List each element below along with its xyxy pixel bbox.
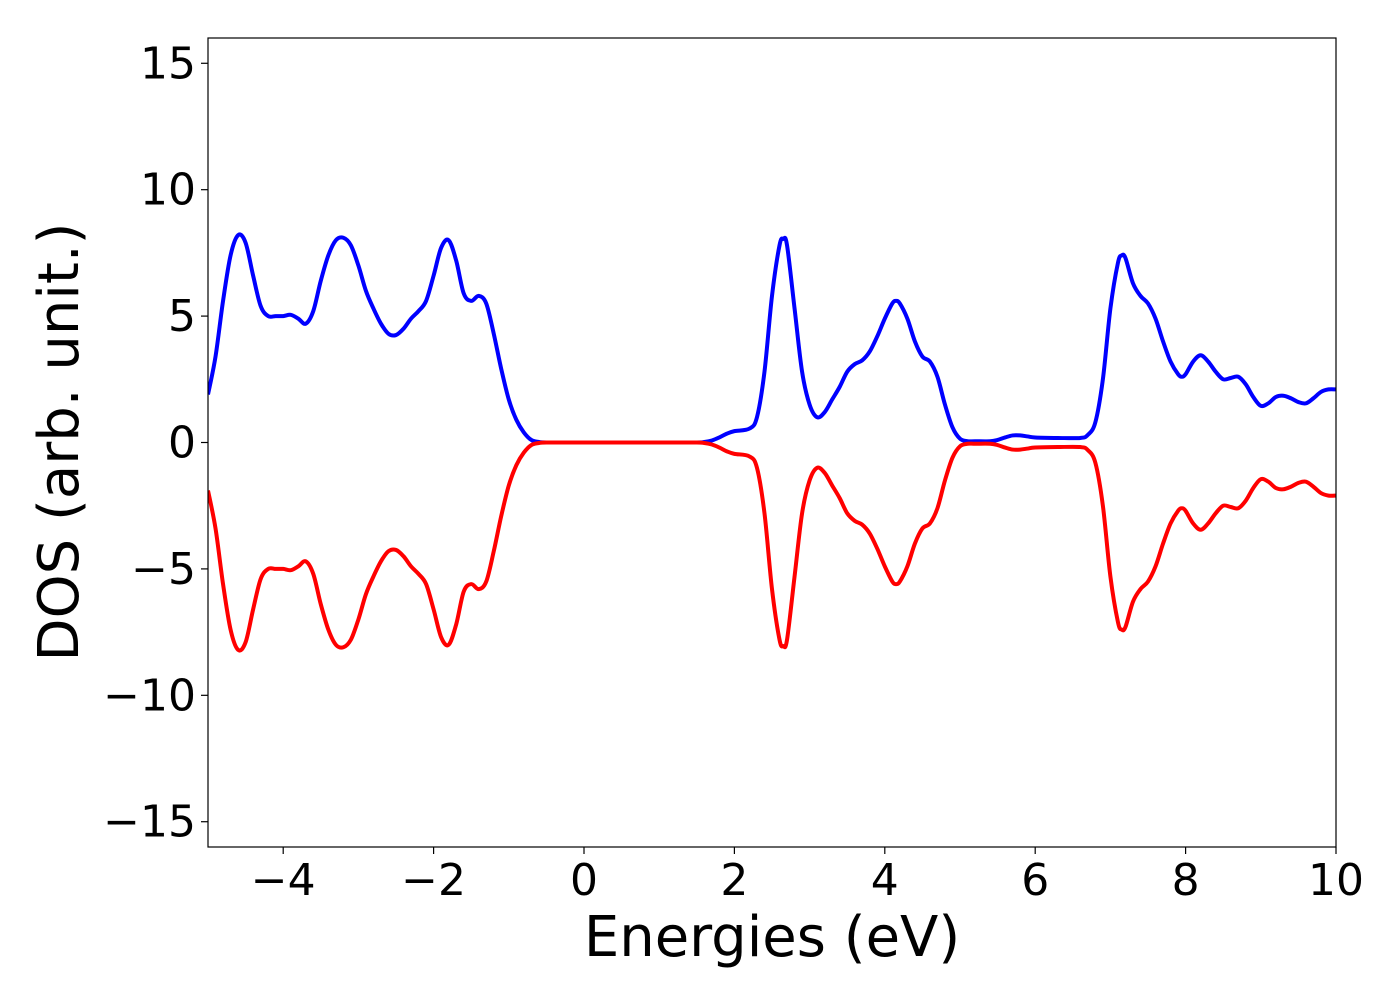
y-ticks: −15 −10 −5 0 5 10 15 [103,38,208,848]
x-ticks: −4 −2 0 2 4 6 8 10 [251,847,1364,906]
y-tick-label: 15 [140,38,196,89]
series-line-1 [208,440,1336,653]
y-axis-label: DOS (arb. unit.) [27,222,92,661]
x-tick-label: 4 [871,855,899,906]
series-line-0 [208,232,1336,445]
x-tick-label: 0 [570,855,598,906]
y-tick-label: 0 [168,418,196,469]
y-tick-label: −10 [103,670,196,721]
x-tick-label: 8 [1172,855,1200,906]
y-tick-label: 10 [140,165,196,216]
x-tick-label: 10 [1308,855,1364,906]
x-axis-label: Energies (eV) [584,905,960,970]
y-tick-label: 5 [168,291,196,342]
x-tick-label: 6 [1021,855,1049,906]
y-tick-label: −15 [103,797,196,848]
x-tick-label: 2 [720,855,748,906]
y-tick-label: −5 [131,544,196,595]
x-tick-label: −2 [401,855,466,906]
x-tick-label: −4 [251,855,316,906]
series-layer [208,232,1336,653]
